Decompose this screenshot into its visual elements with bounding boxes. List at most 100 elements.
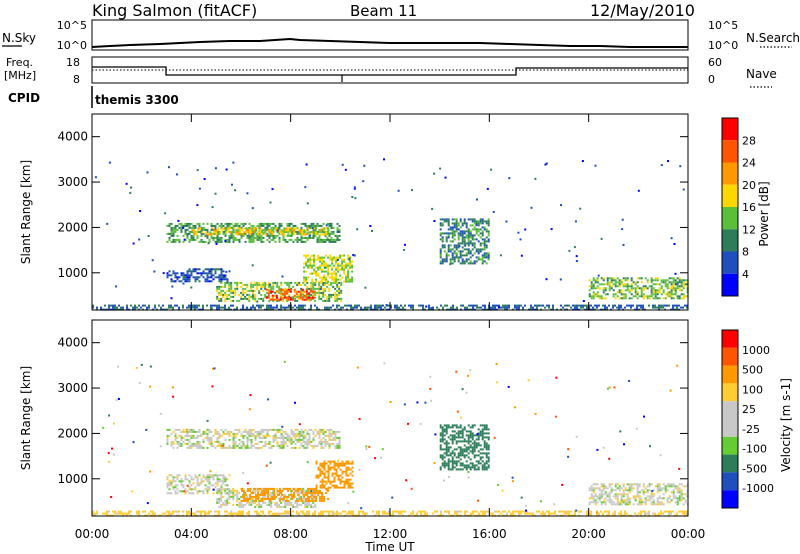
power-cell-0	[266, 238, 269, 241]
velocity-cell-2	[236, 491, 239, 494]
velocity-cell-3	[309, 495, 311, 498]
velocity-cell-7	[302, 512, 304, 515]
velocity-cell-4	[347, 482, 350, 485]
velocity-cell-6	[682, 497, 685, 500]
velocity-cell-0	[210, 436, 213, 439]
velocity-cell-2	[228, 497, 231, 500]
velocity-cell-0	[272, 436, 275, 439]
velocity-cell-2	[238, 501, 241, 504]
power-cell-0	[286, 234, 289, 237]
power-cell-8	[662, 304, 664, 307]
power-cell-3	[340, 281, 343, 284]
power-cell-0	[238, 240, 241, 243]
power-cell-8	[578, 304, 580, 307]
power-cell-6	[475, 220, 478, 223]
velocity-cell-4	[343, 470, 346, 473]
power-cell-2	[198, 268, 201, 271]
velocity-cell-7	[394, 510, 396, 513]
velocity-cell-0	[254, 434, 257, 437]
power-cell-5	[315, 272, 318, 275]
velocity-cell-2	[254, 505, 257, 508]
velocity-cell-2	[280, 491, 283, 494]
velocity-cell-4	[341, 486, 344, 489]
power-cell-2	[168, 274, 171, 277]
power-cell-7	[638, 295, 641, 298]
velocity-cell-0	[250, 444, 253, 447]
power-cell-5	[311, 264, 314, 267]
power-cell-0	[250, 236, 253, 239]
power-cell-3	[312, 281, 315, 284]
power-cell-1	[221, 227, 224, 230]
power-cell-0	[282, 230, 285, 233]
power-cell-0	[326, 238, 329, 241]
velocity-cell-7	[396, 510, 398, 513]
power-cell-8	[652, 304, 654, 307]
velocity-cell-7	[376, 510, 378, 513]
velocity-cell-0	[336, 430, 339, 433]
velocity-cell-0	[200, 444, 203, 447]
power-cell-0	[262, 236, 265, 239]
velocity-cell-2	[308, 497, 311, 500]
velocity-cell-5	[443, 430, 446, 433]
power-cell-8	[444, 304, 446, 307]
velocity-cell-0	[272, 434, 275, 437]
velocity-cell-3	[245, 499, 247, 502]
velocity-cell-7	[96, 510, 98, 513]
velocity-cell-0	[188, 444, 191, 447]
power-cell-7	[592, 285, 595, 288]
velocity-cell-0	[282, 446, 285, 449]
velocity-cell-6	[602, 487, 605, 490]
power-speckle	[139, 210, 142, 212]
power-cell-3	[334, 287, 337, 290]
velocity-cell-5	[459, 432, 462, 435]
velocity-cell-1	[210, 474, 213, 477]
power-speckle	[164, 212, 167, 215]
power-cell-0	[184, 224, 187, 227]
velocity-cell-7	[412, 510, 414, 513]
power-cell-7	[682, 285, 685, 288]
power-cell-2	[190, 270, 193, 273]
velocity-cell-7	[472, 510, 474, 513]
power-cell-7	[608, 287, 611, 290]
velocity-cell-7	[196, 510, 198, 513]
velocity-cell-7	[566, 510, 568, 513]
velocity-cell-7	[548, 512, 550, 515]
velocity-cell-7	[436, 510, 438, 513]
velocity-cell-6	[666, 499, 669, 502]
power-cell-5	[317, 274, 320, 277]
velocity-cell-4	[341, 464, 344, 467]
power-cell-7	[622, 297, 625, 300]
velocity-cell-1	[170, 484, 173, 487]
power-cell-1	[257, 233, 260, 236]
power-cell-6	[485, 252, 488, 255]
velocity-cell-1	[224, 484, 227, 487]
velocity-cell-7	[112, 510, 114, 513]
power-cell-7	[622, 295, 625, 298]
velocity-cell-2	[288, 495, 291, 498]
velocity-cell-2	[232, 491, 235, 494]
power-cell-0	[266, 224, 269, 227]
power-cell-4	[283, 290, 286, 293]
velocity-cell-0	[220, 446, 223, 449]
power-cell-3	[226, 295, 229, 298]
power-cell-6	[451, 258, 454, 261]
power-cell-8	[382, 304, 384, 307]
power-cell-4	[299, 292, 302, 295]
power-cell-6	[457, 222, 460, 225]
power-cell-0	[306, 228, 309, 231]
velocity-cell-7	[612, 512, 614, 515]
power-cell-7	[626, 283, 629, 286]
power-cell-0	[224, 226, 227, 229]
power-cell-7	[624, 285, 627, 288]
power-cell-8	[590, 304, 592, 307]
velocity-cell-5	[487, 466, 490, 469]
power-cell-0	[264, 228, 267, 231]
power-speckle	[215, 242, 218, 245]
power-cell-1	[307, 227, 310, 230]
power-cell-6	[459, 226, 462, 229]
power-cell-8	[596, 306, 598, 309]
velocity-cell-5	[487, 458, 490, 461]
velocity-cell-2	[254, 491, 257, 494]
power-cell-8	[642, 304, 644, 307]
power-cell-7	[610, 279, 613, 282]
